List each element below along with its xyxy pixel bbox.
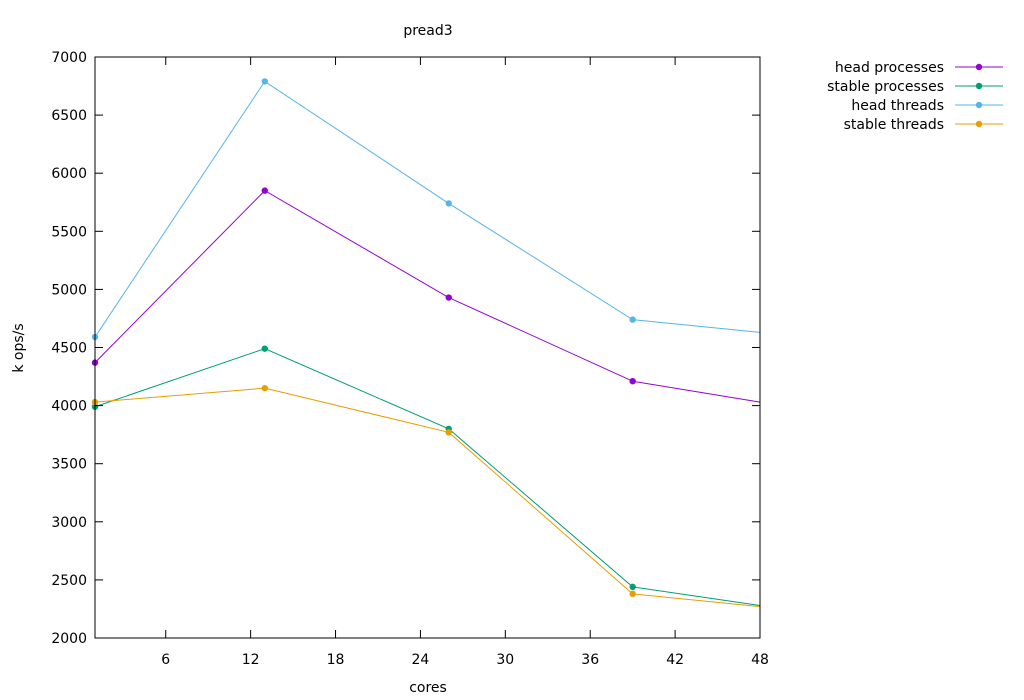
data-point [629,316,636,323]
y-tick-label: 6500 [51,108,87,124]
series-line [94,348,761,606]
legend-marker [975,120,983,128]
series-stable-threads [91,384,761,608]
x-tick-label: 30 [496,652,514,668]
y-tick-label: 4500 [51,341,87,357]
y-tick-label: 2000 [51,631,87,647]
legend-marker [975,63,983,71]
y-tick-label: 5000 [51,282,87,298]
y-tick-label: 7000 [51,50,87,66]
series-line [94,80,761,338]
x-tick-label: 42 [666,652,684,668]
legend-marker [975,101,983,109]
chart-title: pread3 [403,23,452,39]
x-tick-label: 12 [242,652,260,668]
legend-label: stable threads [844,117,944,133]
legend-label: stable processes [827,79,944,95]
y-tick-label: 2500 [51,573,87,589]
data-point [445,200,452,207]
data-point [445,429,452,436]
data-point [261,78,268,85]
y-tick-label: 6000 [51,166,87,182]
data-point [261,187,268,194]
y-axis-label: k ops/s [11,323,27,372]
legend-label: head processes [835,60,944,76]
legend-marker [975,82,983,90]
series-line [94,190,761,403]
plot-area [91,78,761,608]
x-tick-label: 48 [751,652,769,668]
series-line [94,387,761,608]
series-stable-processes [91,345,761,606]
x-tick-label: 18 [327,652,345,668]
y-tick-label: 5500 [51,224,87,240]
series-head-threads [91,78,761,341]
series-head-processes [91,187,761,403]
axes: 2000 2500 3000 3500 4000 4500 5000 5500 6000 6500… [51,50,769,668]
x-tick-label: 36 [581,652,599,668]
data-point [261,345,268,352]
data-point [261,384,268,392]
y-tick-label: 3000 [51,515,87,531]
data-point [629,583,636,591]
x-axis-label: cores [409,680,447,696]
legend: head processes stable processes head threa… [827,60,1003,133]
data-point [629,377,636,385]
x-tick-label: 6 [161,652,170,668]
y-tick-label: 3500 [51,457,87,473]
y-tick-label: 4000 [51,399,87,415]
data-point [629,590,636,598]
x-tick-label: 24 [412,652,430,668]
plot-border [94,56,761,639]
data-point [445,294,452,301]
legend-label: head threads [851,98,944,114]
